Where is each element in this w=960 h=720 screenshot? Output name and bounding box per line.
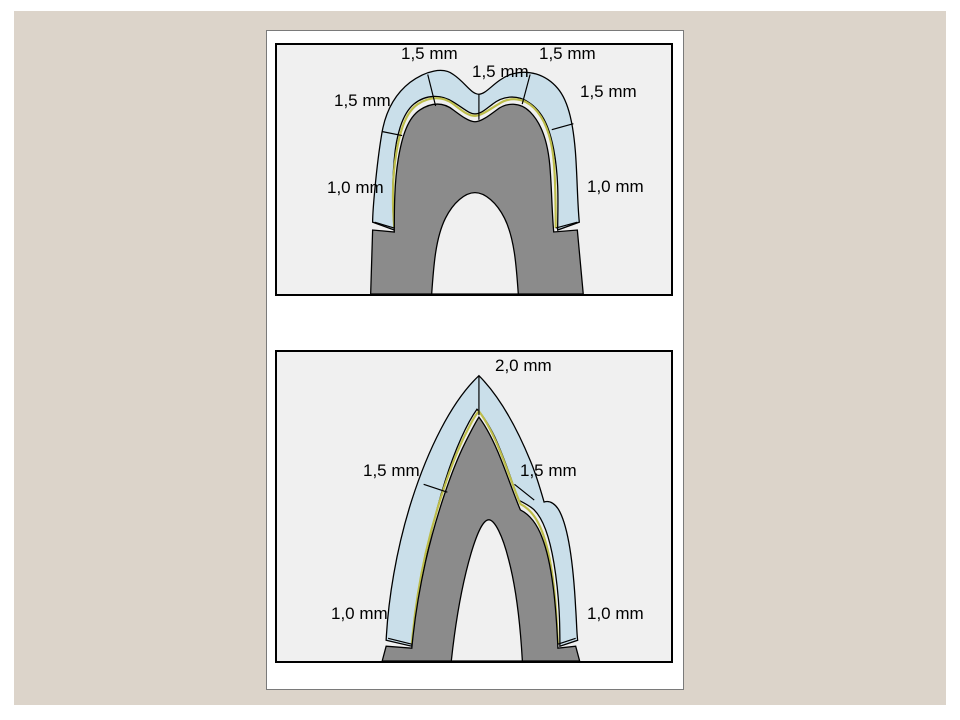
panel-bottom: 2,0 mm 1,5 mm 1,5 mm 1,0 mm 1,0 mm: [275, 350, 673, 663]
label-axial-right: 1,5 mm: [520, 462, 577, 479]
label-occlusal-center: 1,5 mm: [472, 63, 529, 80]
label-margin-left: 1,0 mm: [327, 179, 384, 196]
label-axial-left: 1,5 mm: [334, 92, 391, 109]
label-incisal: 2,0 mm: [495, 357, 552, 374]
slide-root: 1,5 mm 1,5 mm 1,5 mm 1,5 mm 1,5 mm 1,0 m…: [0, 0, 960, 720]
label-margin-left: 1,0 mm: [331, 605, 388, 622]
label-margin-right: 1,0 mm: [587, 605, 644, 622]
label-occlusal-left: 1,5 mm: [401, 45, 458, 62]
label-margin-right: 1,0 mm: [587, 178, 644, 195]
label-occlusal-right: 1,5 mm: [539, 45, 596, 62]
label-axial-right: 1,5 mm: [580, 83, 637, 100]
label-axial-left: 1,5 mm: [363, 462, 420, 479]
panel-top: 1,5 mm 1,5 mm 1,5 mm 1,5 mm 1,5 mm 1,0 m…: [275, 43, 673, 296]
